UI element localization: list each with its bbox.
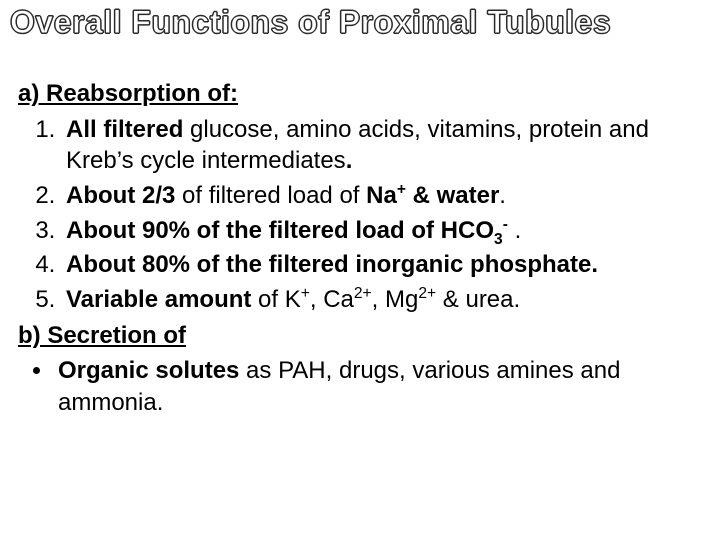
text: of filtered load of	[175, 182, 366, 209]
text: , Mg	[372, 286, 419, 313]
secretion-list: Organic solutes as PAH, drugs, various a…	[18, 355, 696, 418]
text: +	[301, 285, 310, 302]
slide-title: Overall Functions of Proximal Tubules	[10, 4, 611, 41]
text: .	[515, 217, 522, 244]
text: About 2/3	[66, 182, 175, 209]
text: 2+	[418, 285, 436, 302]
slide-body: a) Reabsorption of: All filtered glucose…	[18, 78, 696, 419]
text: About 80% of the filtered inorganic phos…	[66, 251, 598, 278]
section-b-heading: b) Secretion of	[18, 320, 696, 352]
text: of K	[251, 286, 300, 313]
list-item: About 80% of the filtered inorganic phos…	[62, 249, 696, 281]
text	[508, 217, 515, 244]
text: & urea.	[436, 286, 520, 313]
text: Variable amount	[66, 286, 251, 313]
text: About 90% of the filtered load of HCO3-	[66, 217, 508, 244]
section-a-heading: a) Reabsorption of:	[18, 78, 696, 110]
text: .	[499, 182, 506, 209]
list-item: Organic solutes as PAH, drugs, various a…	[54, 355, 696, 418]
text: 2+	[354, 285, 372, 302]
list-item: Variable amount of K+, Ca2+, Mg2+ & urea…	[62, 284, 696, 316]
list-item: About 90% of the filtered load of HCO3- …	[62, 215, 696, 247]
list-item: About 2/3 of filtered load of Na+ & wate…	[62, 180, 696, 212]
slide: Overall Functions of Proximal Tubules a)…	[0, 0, 720, 540]
text: Na+ & water	[366, 182, 499, 209]
reabsorption-list: All filtered glucose, amino acids, vitam…	[18, 114, 696, 316]
list-item: All filtered glucose, amino acids, vitam…	[62, 114, 696, 177]
text: .	[346, 147, 353, 174]
text: All filtered	[66, 116, 183, 143]
text: Organic solutes	[58, 357, 239, 384]
text: , Ca	[310, 286, 354, 313]
